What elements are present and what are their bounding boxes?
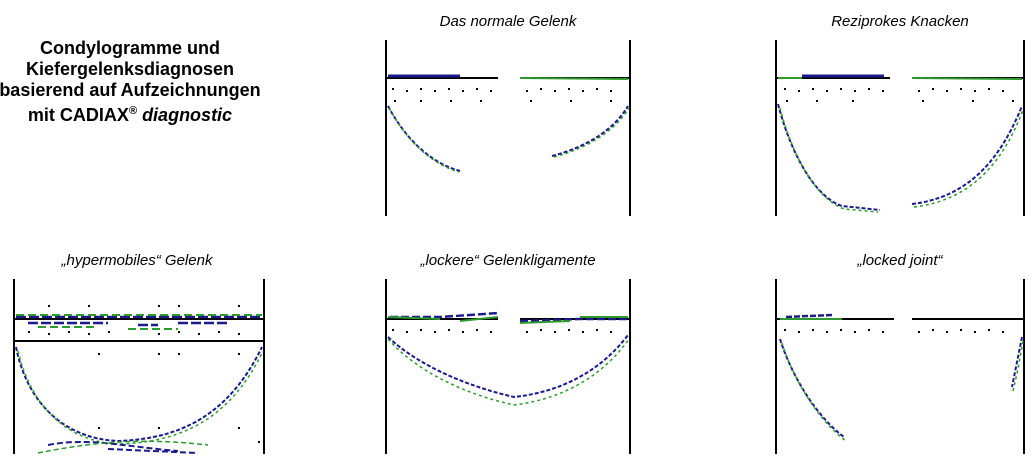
trace-curve-blue [387, 334, 629, 399]
trace-curve-right-green [553, 107, 630, 158]
heading-line-4-italic: diagnostic [142, 105, 233, 125]
axis-frame [13, 279, 265, 454]
trace-curve-green [387, 338, 630, 406]
trace-top-green [778, 77, 1023, 80]
condylogram-loose [380, 277, 636, 456]
trace-right-green [1012, 340, 1024, 392]
registered-mark: ® [128, 105, 138, 117]
panel-title-loose: „lockere“ Gelenkligamente [420, 252, 596, 269]
trace-curve-blue [779, 338, 845, 438]
tick-dots [784, 88, 1014, 102]
trace-curve-right-blue [551, 105, 629, 157]
panel-title-normal: Das normale Gelenk [439, 13, 577, 30]
heading-line-4: mit CADIAX® diagnostic [0, 101, 300, 126]
axis-frame [775, 40, 1025, 216]
tick-dots [392, 88, 612, 102]
condylogram-normal [380, 38, 636, 218]
axis-frame [385, 40, 631, 216]
tick-dots [784, 329, 1004, 333]
panel-title-reciprocal: Reziprokes Knacken [831, 13, 969, 30]
diagram-heading: Condylogramme und Kiefergelenksdiagnosen… [0, 38, 300, 126]
trace-curve-green [781, 342, 847, 442]
condylogram-locked [772, 277, 1032, 456]
trace-curve-right-blue [911, 105, 1023, 205]
trace-top-green [16, 314, 262, 330]
heading-line-3: basierend auf Aufzeichnungen [0, 80, 261, 100]
heading-line-4-prefix: mit CADIAX [27, 105, 129, 125]
heading-line-1: Condylogramme und [39, 38, 220, 58]
tick-dots [392, 329, 612, 333]
trace-curve-right-green [913, 109, 1024, 208]
condylogram-hyper [8, 277, 272, 456]
panel-title-locked: „locked joint“ [857, 252, 943, 269]
axis-frame [385, 279, 631, 454]
trace-top-green [387, 316, 628, 324]
trace-top-green [519, 77, 629, 80]
axis-frame [775, 279, 1025, 454]
tick-dots [28, 305, 260, 443]
trace-bottom-cross-green [37, 440, 209, 454]
trace-right-blue [1011, 336, 1023, 388]
trace-curve-left-green [388, 107, 460, 173]
panel-title-hyper: „hypermobiles“ Gelenk [61, 252, 213, 269]
trace-curve-blue [15, 346, 263, 443]
trace-top-blue [16, 315, 262, 327]
trace-bottom-cross [47, 441, 199, 454]
trace-curve-left-blue [387, 105, 461, 172]
trace-curve-left-green [779, 107, 879, 213]
trace-curve-left-blue [777, 103, 881, 211]
trace-top-blue [785, 313, 833, 319]
heading-line-2: Kiefergelenksdiagnosen [25, 59, 235, 79]
trace-top-blue [390, 311, 628, 323]
condylogram-reciprocal [772, 38, 1032, 218]
